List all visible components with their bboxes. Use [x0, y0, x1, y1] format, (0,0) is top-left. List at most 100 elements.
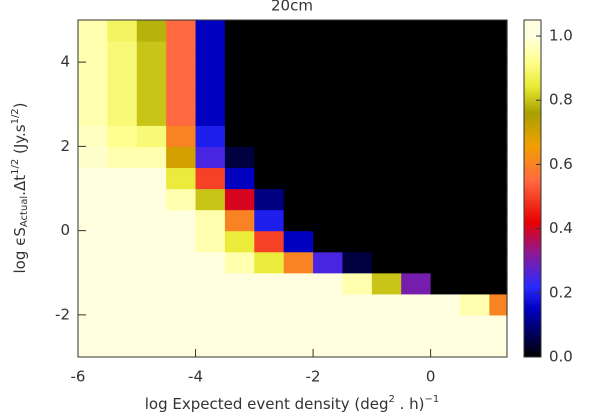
heat-cell [401, 62, 432, 84]
x-label-part: . h) [395, 395, 425, 413]
heat-cell [489, 41, 508, 63]
heat-cell [78, 272, 108, 295]
heat-cell [430, 209, 461, 232]
heat-cell [136, 314, 167, 337]
heatmap [78, 20, 508, 358]
heat-cell [342, 272, 373, 295]
heat-cell [78, 20, 108, 42]
heat-cell [166, 125, 197, 147]
heat-cell [78, 146, 108, 169]
heat-cell [78, 41, 108, 63]
heat-cell [166, 41, 197, 63]
heat-cell [459, 62, 490, 84]
heat-cell [136, 83, 167, 105]
heat-cell [195, 41, 226, 63]
heat-cell [313, 251, 344, 274]
x-tick-label: -2 [306, 368, 321, 386]
heat-cell [459, 314, 490, 337]
y-label-sup: 1/2 [10, 159, 21, 175]
x-tick-label: 0 [426, 368, 436, 386]
heat-cell [195, 146, 226, 169]
heat-cell [195, 104, 226, 126]
heat-cell [107, 293, 138, 316]
heat-cell [371, 167, 402, 190]
heat-cell [313, 62, 344, 84]
heat-cell [401, 209, 432, 232]
heat-cell [371, 293, 402, 316]
heat-cell [195, 83, 226, 105]
heat-cell [78, 335, 108, 358]
heat-cell [489, 188, 508, 211]
heat-cell [78, 62, 108, 84]
colorbar-tick-label: 0.8 [549, 91, 573, 109]
heat-cell [313, 188, 344, 211]
heat-cell [371, 314, 402, 337]
heat-cell [254, 272, 285, 295]
heat-cell [107, 20, 138, 42]
heat-cell [224, 335, 255, 358]
heat-cell [195, 251, 226, 274]
heat-cell [342, 62, 373, 84]
heat-cell [166, 146, 197, 169]
heat-cell [224, 125, 255, 147]
heat-cell [136, 125, 167, 147]
heat-cell [136, 146, 167, 169]
heat-cell [136, 104, 167, 126]
heat-cell [459, 293, 490, 316]
heat-cell [283, 230, 314, 253]
heat-cell [283, 272, 314, 295]
heat-cell [401, 167, 432, 190]
heat-cell [195, 314, 226, 337]
heat-cell [78, 314, 108, 337]
y-label-part: ) [11, 102, 29, 108]
heat-cell [224, 20, 255, 42]
heat-cell [459, 251, 490, 274]
heat-cell [195, 293, 226, 316]
heat-cell [342, 167, 373, 190]
heat-cell [313, 230, 344, 253]
colorbar-tick-label: 0.2 [549, 283, 573, 301]
heat-cell [371, 251, 402, 274]
heat-cell [459, 146, 490, 169]
chart-title: 20cm [271, 0, 313, 15]
heat-cell [430, 251, 461, 274]
heat-cell [430, 83, 461, 105]
heat-cell [283, 209, 314, 232]
heat-cell [283, 20, 314, 42]
heat-cell [371, 62, 402, 84]
y-label-sub: Actual [19, 196, 30, 227]
heat-cell [489, 62, 508, 84]
heat-cell [224, 209, 255, 232]
heat-cell [459, 230, 490, 253]
heat-cell [489, 293, 508, 316]
heat-cell [313, 20, 344, 42]
heat-cell [342, 230, 373, 253]
heat-cell [136, 20, 167, 42]
heat-cell [283, 251, 314, 274]
heat-cell [342, 335, 373, 358]
heat-cell [283, 167, 314, 190]
heat-cell [401, 293, 432, 316]
heat-cell [371, 335, 402, 358]
heat-cell [313, 167, 344, 190]
heat-cell [313, 314, 344, 337]
heat-cell [224, 62, 255, 84]
heat-cell [136, 188, 167, 211]
heat-cell [401, 83, 432, 105]
heat-cell [459, 272, 490, 295]
heat-cell [166, 188, 197, 211]
x-label-sup: 2 [388, 394, 394, 405]
heat-cell [401, 251, 432, 274]
colorbar [523, 19, 542, 358]
y-label-sup: 1/2 [10, 108, 21, 124]
colorbar-tick-label: 1.0 [549, 27, 573, 45]
heat-cell [136, 209, 167, 232]
heat-cell [166, 251, 197, 274]
plot-frame [77, 19, 508, 358]
x-axis-label: log Expected event density (deg2 . h)−1 [145, 394, 440, 413]
heat-cell [195, 230, 226, 253]
heat-cell [107, 125, 138, 147]
heat-cell [136, 230, 167, 253]
heat-cell [342, 125, 373, 147]
heat-cell [166, 230, 197, 253]
